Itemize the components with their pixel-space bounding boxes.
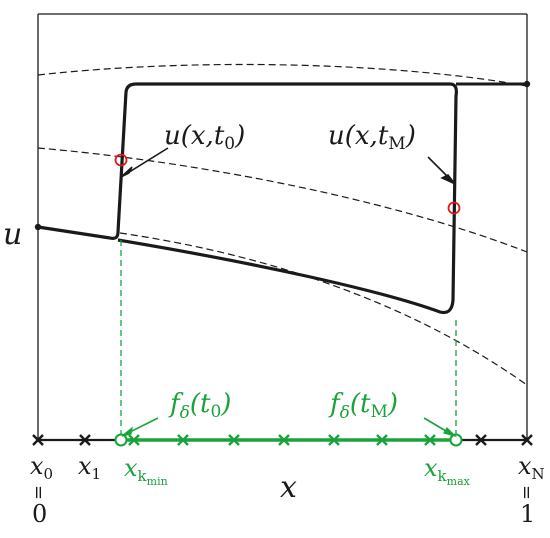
label-f-tM: fδ(tM) — [328, 389, 398, 423]
x-axis-label: x — [280, 470, 297, 505]
dashed-curve-middle — [37, 147, 528, 253]
grid-label-xkmin: xkmin — [124, 454, 168, 488]
grid-label-x0: x0 — [30, 452, 53, 483]
node-green-1 — [128, 434, 140, 446]
value-right: 1 — [520, 500, 535, 528]
right-endpoint-dot — [523, 80, 531, 88]
front-marker-t0 — [114, 153, 128, 167]
grid-nodes-green — [128, 434, 436, 446]
node-green-2 — [177, 434, 189, 446]
node-green-4 — [278, 434, 290, 446]
dashed-curve-lower — [119, 232, 528, 386]
label-u-t0: u(x,t0) — [164, 121, 245, 154]
dashed-curve-upper — [37, 63, 528, 87]
arrow-u-t0-line — [125, 147, 169, 175]
equals-left: = — [28, 485, 49, 500]
grid-nodes-black — [32, 434, 533, 446]
arrow-f-t0-head — [121, 426, 133, 437]
u-axis-label: u — [3, 217, 22, 252]
solution-curve — [37, 82, 458, 315]
grid-label-xN: xN — [518, 452, 545, 483]
label-f-t0: fδ(t0) — [168, 389, 231, 423]
label-u-tM: u(x,tM) — [328, 121, 416, 154]
node-x1-mark — [79, 434, 91, 446]
node-green-7 — [424, 434, 436, 446]
kmin-node-circle — [114, 433, 128, 447]
node-right1-mark — [475, 434, 487, 446]
node-x0-mark — [32, 434, 44, 446]
value-left: 0 — [32, 500, 47, 528]
arrow-f-tM-head — [443, 427, 458, 438]
grid-label-x1: x1 — [78, 452, 101, 483]
node-green-3 — [228, 434, 240, 446]
grid-label-xkmax: xkmax — [424, 454, 471, 488]
kmax-node-circle — [449, 433, 463, 447]
arrow-u-t0-head — [120, 166, 133, 178]
node-green-5 — [328, 434, 340, 446]
arrow-u-tM-head — [440, 174, 456, 185]
left-endpoint-dot — [34, 223, 42, 231]
node-green-6 — [376, 434, 388, 446]
front-marker-tM — [447, 201, 461, 215]
node-xN-mark — [521, 434, 533, 446]
equals-right: = — [516, 485, 537, 500]
